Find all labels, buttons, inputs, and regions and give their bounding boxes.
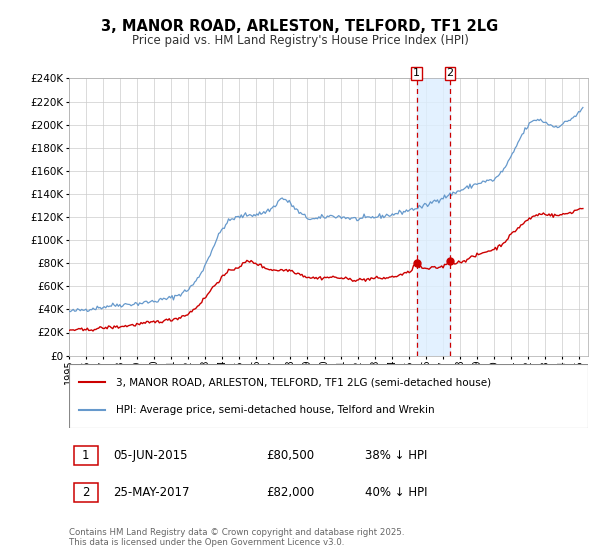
FancyBboxPatch shape xyxy=(69,364,588,428)
Text: 25-MAY-2017: 25-MAY-2017 xyxy=(113,486,190,499)
Text: Contains HM Land Registry data © Crown copyright and database right 2025.
This d: Contains HM Land Registry data © Crown c… xyxy=(69,528,404,547)
Text: 1: 1 xyxy=(82,449,89,463)
Text: 3, MANOR ROAD, ARLESTON, TELFORD, TF1 2LG: 3, MANOR ROAD, ARLESTON, TELFORD, TF1 2L… xyxy=(101,19,499,34)
FancyBboxPatch shape xyxy=(74,483,98,502)
Text: 1: 1 xyxy=(413,68,420,78)
Text: 2: 2 xyxy=(446,68,454,78)
Text: £82,000: £82,000 xyxy=(266,486,314,499)
FancyBboxPatch shape xyxy=(74,446,98,465)
Bar xyxy=(416,78,450,356)
Text: HPI: Average price, semi-detached house, Telford and Wrekin: HPI: Average price, semi-detached house,… xyxy=(116,405,434,416)
Text: 2: 2 xyxy=(82,486,89,499)
Text: 38% ↓ HPI: 38% ↓ HPI xyxy=(365,449,427,463)
Text: 3, MANOR ROAD, ARLESTON, TELFORD, TF1 2LG (semi-detached house): 3, MANOR ROAD, ARLESTON, TELFORD, TF1 2L… xyxy=(116,377,491,387)
Text: 40% ↓ HPI: 40% ↓ HPI xyxy=(365,486,427,499)
Text: Price paid vs. HM Land Registry's House Price Index (HPI): Price paid vs. HM Land Registry's House … xyxy=(131,34,469,46)
Text: 05-JUN-2015: 05-JUN-2015 xyxy=(113,449,188,463)
Text: £80,500: £80,500 xyxy=(266,449,314,463)
